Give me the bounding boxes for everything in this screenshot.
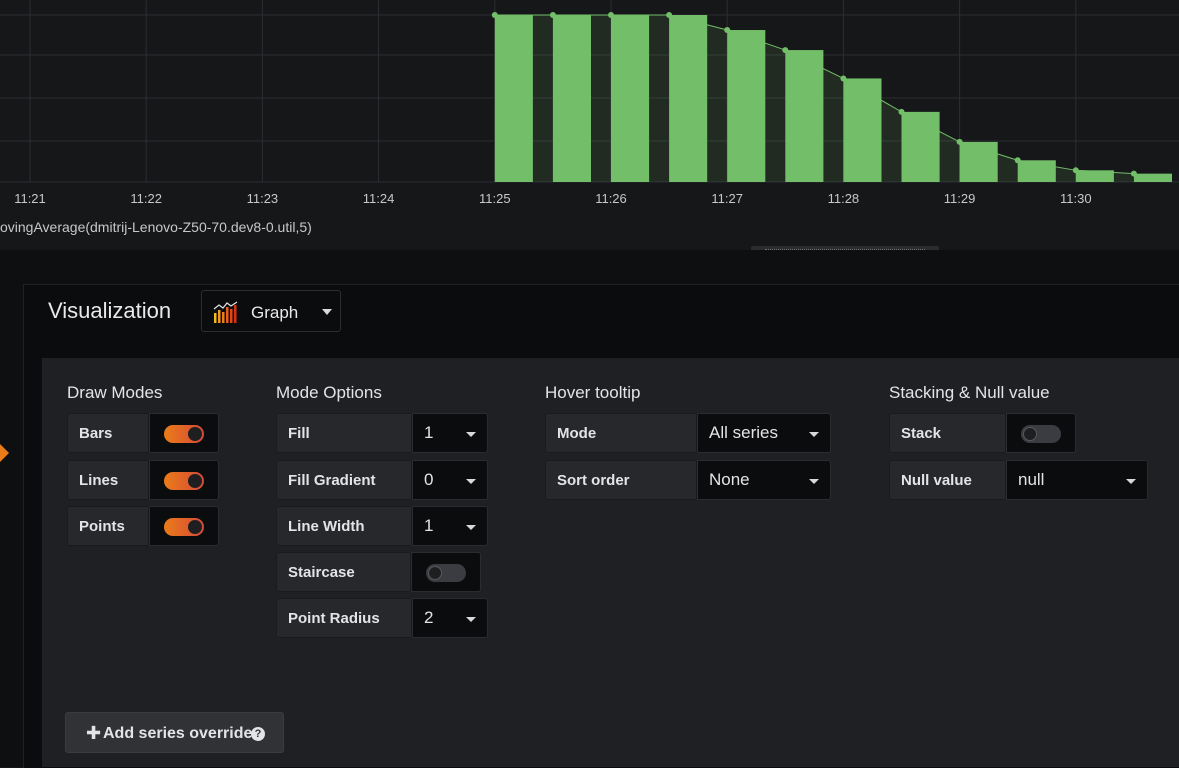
toggle-switch[interactable] [164,518,204,536]
bar[interactable] [669,15,708,182]
toggle-switch[interactable] [164,472,204,490]
chevron-down-icon [466,479,476,484]
null-value-value: null [1018,470,1045,489]
fill-select[interactable]: 1 [412,413,488,453]
legend-series[interactable]: ovingAverage(dmitrij-Lenovo-Z50-70.dev8-… [0,219,312,235]
help-icon[interactable]: ? [251,727,265,741]
sort-order-select[interactable]: None [697,460,831,500]
fill-value: 1 [424,423,434,442]
point-radius-select[interactable]: 2 [412,598,488,638]
graph-plot[interactable] [0,0,1179,250]
chevron-down-icon [322,309,332,315]
stack-toggle[interactable] [1006,413,1076,453]
bar[interactable] [727,30,766,183]
data-point[interactable] [1130,170,1137,177]
x-axis-tick-label: 11:26 [595,191,627,206]
x-axis-tick-label: 11:23 [246,191,279,206]
stack-label: Stack [889,413,1006,453]
bar[interactable] [1075,170,1114,182]
fill-gradient-value: 0 [424,470,434,489]
chevron-down-icon [466,432,476,437]
null-value-select[interactable]: null [1006,460,1148,500]
collapse-arrow-icon[interactable] [0,444,9,462]
data-point[interactable] [491,12,498,18]
toggle-switch[interactable] [164,425,204,443]
chevron-down-icon [1126,479,1136,484]
stacking-title: Stacking & Null value [889,383,1050,402]
fill-gradient-label: Fill Gradient [276,460,412,500]
hover-tooltip-title: Hover tooltip [545,383,641,402]
fill-gradient-select[interactable]: 0 [412,460,488,500]
point-radius-value: 2 [424,608,434,627]
graph-panel[interactable]: 11:21 11:22 11:23 11:24 11:25 11:26 11:27 11:28… [0,0,1179,250]
sort-order-label: Sort order [545,460,697,500]
x-axis-tick-label: 11:24 [362,191,395,206]
x-axis-tick-label: 11:25 [479,191,511,206]
line-width-label: Line Width [276,506,412,546]
x-axis-tick-label: 11:28 [827,191,860,206]
chevron-down-icon [466,525,476,530]
data-point[interactable] [1072,167,1079,174]
visualization-selected: Graph [251,303,299,322]
bar[interactable] [843,78,882,182]
x-axis-tick-label: 11:30 [1060,191,1092,206]
bars-label: Bars [67,413,149,453]
graph-viz-icon [213,301,238,323]
x-axis-tick-label: 11:22 [130,191,162,206]
data-point[interactable] [724,27,731,34]
data-point[interactable] [1014,157,1021,164]
add-series-override-button[interactable]: ✚ Add series override ? [65,712,284,753]
data-point[interactable] [840,75,847,82]
chevron-down-icon [809,432,819,437]
lines-label: Lines [67,460,149,500]
fill-label: Fill [276,413,412,453]
draw-modes-title: Draw Modes [67,383,163,402]
add-series-override-label: Add series override [103,725,253,742]
line-width-select[interactable]: 1 [412,506,488,546]
data-point[interactable] [549,12,556,18]
chevron-down-icon [466,617,476,622]
staircase-toggle[interactable] [411,552,481,592]
sort-order-value: None [709,470,750,489]
points-label: Points [67,506,149,546]
bar[interactable] [552,15,591,182]
x-axis-tick-label: 11:21 [14,191,46,206]
staircase-label: Staircase [276,552,411,592]
tooltip-mode-value: All series [709,423,778,442]
tooltip-mode-label: Mode [545,413,697,453]
bar[interactable] [611,15,650,182]
visualization-heading: Visualization [48,298,172,323]
lines-toggle[interactable] [149,460,219,500]
data-point[interactable] [782,47,789,54]
plus-icon: ✚ [86,723,102,743]
series-line[interactable] [494,14,1134,175]
panel-resize-handle[interactable] [751,246,939,253]
data-point[interactable] [956,138,963,145]
line-width-value: 1 [424,516,434,535]
bar[interactable] [1133,173,1172,182]
data-point[interactable] [898,108,905,115]
data-point[interactable] [666,12,673,18]
null-value-label: Null value [889,460,1006,500]
bar[interactable] [785,50,824,182]
x-axis-tick-label: 11:29 [943,191,976,206]
toggle-switch[interactable] [1021,425,1061,443]
bar[interactable] [959,141,998,182]
visualization-picker[interactable]: Graph [201,290,341,332]
chevron-down-icon [809,479,819,484]
mode-options-title: Mode Options [276,383,382,402]
toggle-switch[interactable] [426,564,466,582]
bars-toggle[interactable] [149,413,219,453]
bar[interactable] [494,15,533,182]
x-axis-tick-label: 11:27 [711,191,743,206]
point-radius-label: Point Radius [276,598,412,638]
points-toggle[interactable] [149,506,219,546]
bar[interactable] [901,111,940,182]
data-point[interactable] [608,12,614,18]
tooltip-mode-select[interactable]: All series [697,413,831,453]
